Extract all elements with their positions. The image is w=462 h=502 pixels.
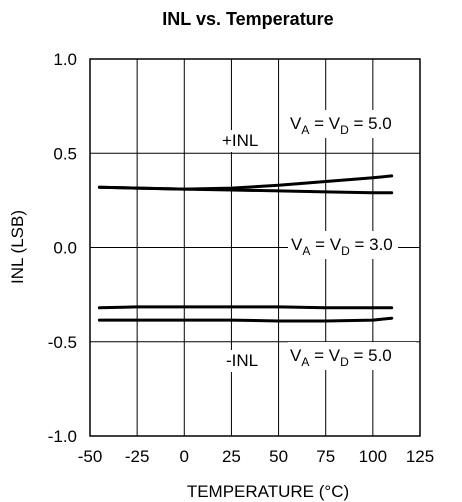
y-tick-label: 0.0: [53, 239, 77, 258]
annotation-background: [288, 110, 418, 138]
series-line-2: [97, 185, 394, 195]
x-tick-labels: -50 -25 0 25 50 75 100 125: [78, 447, 434, 466]
y-tick-label: 0.5: [53, 144, 77, 163]
annotation-va-vd-3: VA = VD = 3.0: [291, 235, 393, 258]
plot-border: [89, 58, 421, 437]
y-tick-label: -0.5: [48, 333, 77, 352]
series-line-4: [97, 316, 394, 323]
x-tick-label: 125: [406, 447, 434, 466]
annotations: +INL -INL VA = VD = 5.0 VA = VD = 3.0 VA = V…: [219, 110, 418, 372]
x-tick-label: 100: [359, 447, 387, 466]
series-lines: [97, 174, 394, 323]
plot-frame: [89, 58, 421, 437]
y-axis-title: INL (LSB): [8, 210, 27, 284]
x-tick-label: 25: [222, 447, 241, 466]
x-tick-label: 50: [269, 447, 288, 466]
annotation-va-vd-5-lower: VA = VD = 5.0: [290, 346, 392, 369]
annotation-background: [223, 350, 263, 372]
annotation-background: [288, 342, 416, 370]
x-tick-label: -50: [78, 447, 103, 466]
annotation-plus-inl: +INL: [222, 131, 258, 150]
y-tick-label: 1.0: [53, 50, 77, 69]
annotation-background: [288, 231, 398, 259]
annotation-va-vd-5-upper: VA = VD = 5.0: [290, 114, 392, 137]
x-tick-label: -25: [125, 447, 150, 466]
annotation-minus-inl: -INL: [226, 351, 258, 370]
x-axis-title: TEMPERATURE (°C): [187, 482, 349, 501]
y-tick-label: -1.0: [48, 427, 77, 446]
annotation-background: [219, 130, 267, 152]
x-tick-label: 0: [180, 447, 189, 466]
series-line-3: [97, 305, 394, 310]
x-tick-label: 75: [316, 447, 335, 466]
chart-title: INL vs. Temperature: [162, 9, 333, 29]
y-tick-labels: 1.0 0.5 0.0 -0.5 -1.0: [48, 50, 77, 446]
